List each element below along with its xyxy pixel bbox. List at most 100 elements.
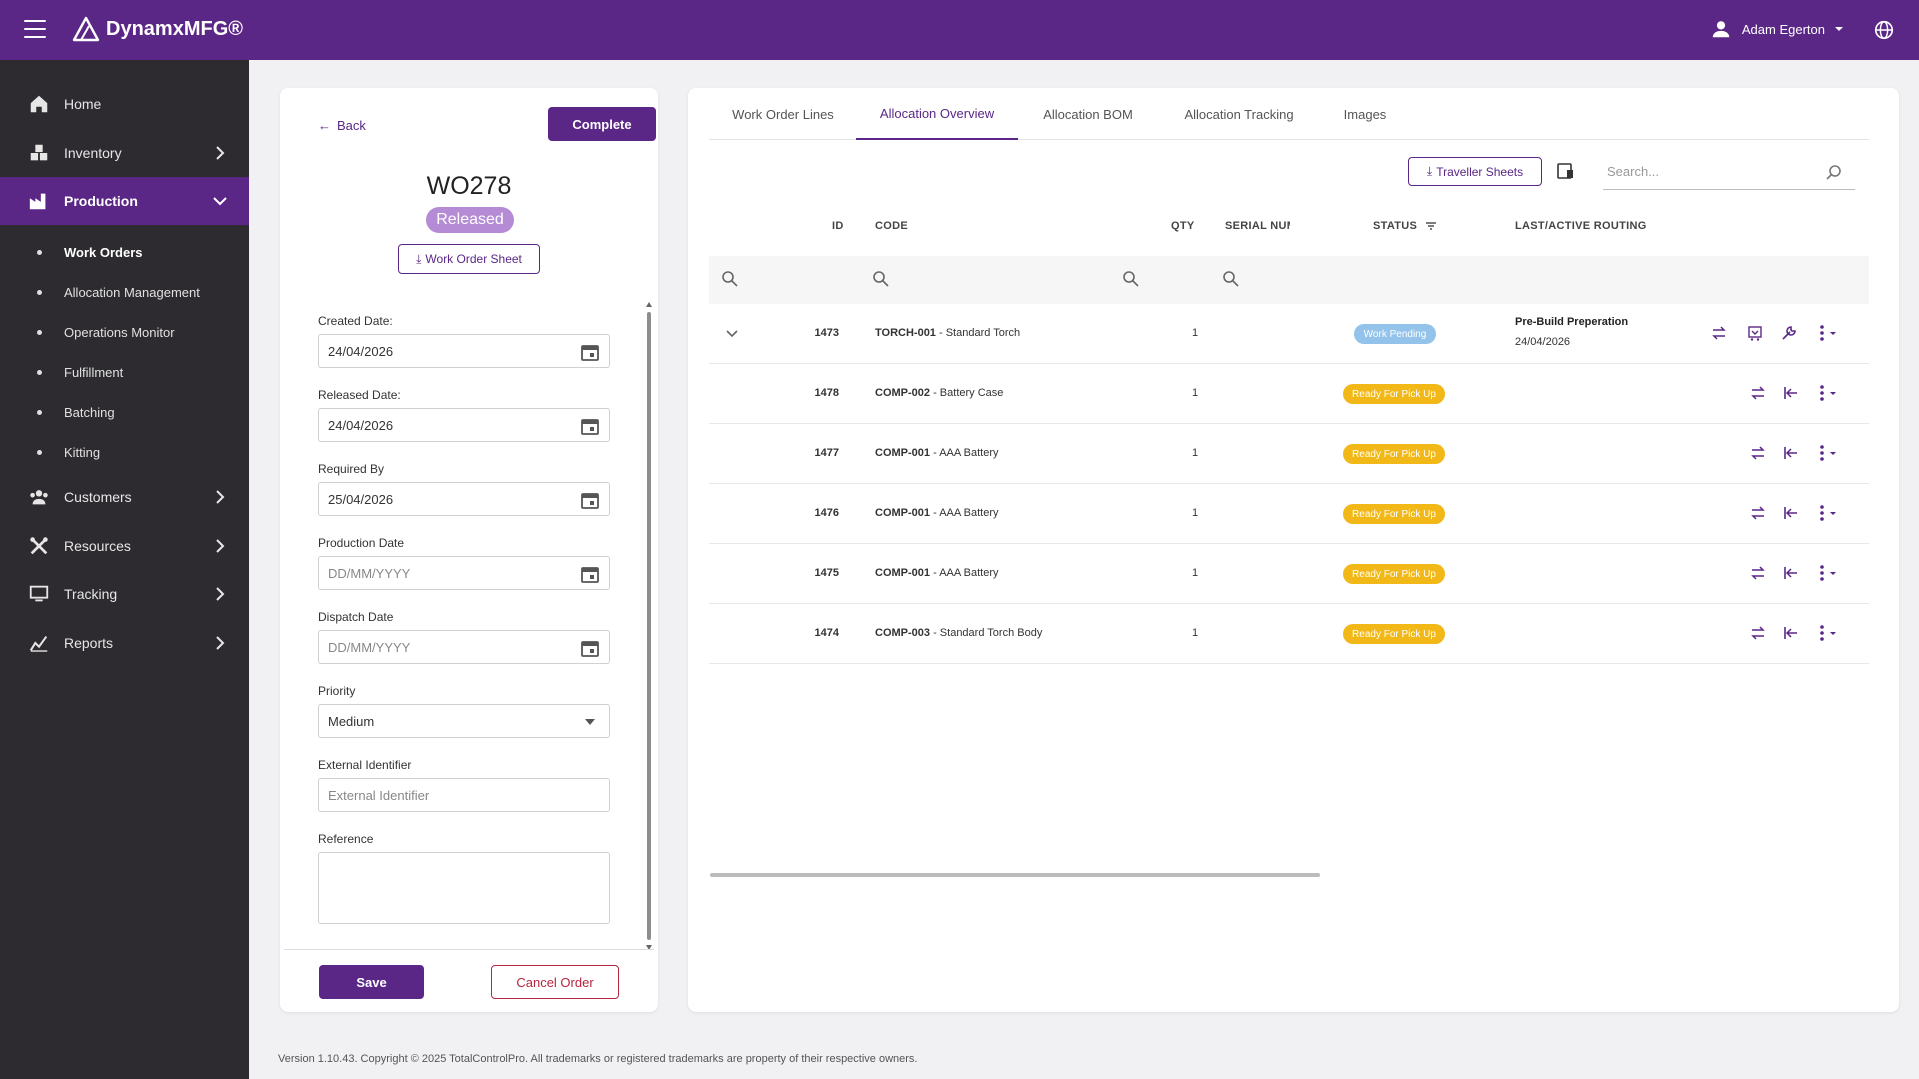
calendar-icon[interactable] bbox=[580, 342, 600, 362]
sidebar: Home Inventory Production Work Orders Al… bbox=[0, 60, 249, 1079]
tab-work-order-lines[interactable]: Work Order Lines bbox=[732, 106, 834, 122]
column-header-serial-num[interactable]: SERIAL NUM bbox=[1225, 220, 1290, 232]
sidebar-subitem-batching[interactable]: Batching bbox=[0, 392, 249, 432]
sidebar-item-reports[interactable]: Reports bbox=[0, 619, 249, 667]
row-id: 1473 bbox=[814, 327, 839, 339]
external-identifier-input[interactable]: External Identifier bbox=[318, 778, 610, 812]
more-vertical-icon[interactable] bbox=[1813, 624, 1831, 642]
table-row[interactable]: 1478 COMP-002 - Battery Case 1 Ready For… bbox=[709, 364, 1869, 424]
column-header-status[interactable]: STATUS bbox=[1373, 220, 1437, 232]
inventory-icon bbox=[30, 144, 48, 161]
sidebar-item-inventory[interactable]: Inventory bbox=[0, 129, 249, 177]
return-icon[interactable] bbox=[1782, 624, 1800, 642]
sidebar-item-production[interactable]: Production bbox=[0, 177, 249, 225]
swap-icon[interactable] bbox=[1710, 324, 1728, 342]
cancel-order-button[interactable]: Cancel Order bbox=[491, 965, 619, 999]
required-by-field[interactable]: 25/04/2026 bbox=[318, 482, 610, 516]
calendar-icon[interactable] bbox=[580, 490, 600, 510]
caret-down-icon[interactable] bbox=[1827, 564, 1839, 582]
back-link[interactable]: ← Back bbox=[318, 118, 366, 133]
scroll-down-icon[interactable] bbox=[646, 945, 652, 950]
tab-allocation-overview[interactable]: Allocation Overview bbox=[856, 88, 1018, 140]
cart-icon[interactable] bbox=[1746, 324, 1764, 342]
form-scrollbar[interactable] bbox=[646, 302, 652, 950]
priority-select[interactable]: Medium bbox=[318, 704, 610, 738]
search-icon[interactable] bbox=[872, 270, 890, 288]
home-icon bbox=[30, 95, 48, 113]
swap-icon[interactable] bbox=[1749, 564, 1767, 582]
complete-button[interactable]: Complete bbox=[548, 107, 656, 141]
table-row[interactable]: 1476 COMP-001 - AAA Battery 1 Ready For … bbox=[709, 484, 1869, 544]
swap-icon[interactable] bbox=[1749, 624, 1767, 642]
search-icon[interactable] bbox=[1222, 270, 1240, 288]
more-vertical-icon[interactable] bbox=[1813, 564, 1831, 582]
globe-icon[interactable] bbox=[1873, 19, 1895, 41]
sidebar-subitem-work-orders[interactable]: Work Orders bbox=[0, 232, 249, 272]
sidebar-item-resources[interactable]: Resources bbox=[0, 522, 249, 570]
tab-images[interactable]: Images bbox=[1343, 106, 1387, 122]
table-row[interactable]: 1473 TORCH-001 - Standard Torch 1 Work P… bbox=[709, 304, 1869, 364]
work-order-sheet-label: Work Order Sheet bbox=[425, 252, 522, 266]
search-icon[interactable] bbox=[721, 270, 739, 288]
created-date-field[interactable]: 24/04/2026 bbox=[318, 334, 610, 368]
table-row[interactable]: 1477 COMP-001 - AAA Battery 1 Ready For … bbox=[709, 424, 1869, 484]
sidebar-subitem-allocation-management[interactable]: Allocation Management bbox=[0, 272, 249, 312]
caret-down-icon[interactable] bbox=[1827, 324, 1839, 342]
sidebar-subitem-label: Fulfillment bbox=[64, 364, 124, 380]
tab-allocation-tracking[interactable]: Allocation Tracking bbox=[1184, 106, 1294, 122]
sidebar-item-label: Production bbox=[64, 193, 138, 209]
search-input[interactable]: Search... bbox=[1603, 154, 1855, 190]
scrollbar-thumb[interactable] bbox=[647, 312, 651, 940]
return-icon[interactable] bbox=[1782, 384, 1800, 402]
sidebar-item-customers[interactable]: Customers bbox=[0, 473, 249, 521]
app-logo[interactable]: DynamxMFG® bbox=[72, 16, 243, 42]
production-date-field[interactable]: DD/MM/YYYY bbox=[318, 556, 610, 590]
return-icon[interactable] bbox=[1782, 504, 1800, 522]
sidebar-subitem-operations-monitor[interactable]: Operations Monitor bbox=[0, 312, 249, 352]
swap-icon[interactable] bbox=[1749, 384, 1767, 402]
search-icon[interactable] bbox=[1825, 164, 1843, 182]
swap-icon[interactable] bbox=[1749, 504, 1767, 522]
save-button[interactable]: Save bbox=[319, 965, 424, 999]
table-row[interactable]: 1474 COMP-003 - Standard Torch Body 1 Re… bbox=[709, 604, 1869, 664]
chevron-down-icon[interactable] bbox=[723, 324, 741, 342]
caret-down-icon[interactable] bbox=[1827, 444, 1839, 462]
sidebar-item-tracking[interactable]: Tracking bbox=[0, 570, 249, 618]
calendar-icon[interactable] bbox=[580, 638, 600, 658]
traveller-sheets-button[interactable]: ⤓ Traveller Sheets bbox=[1408, 157, 1542, 186]
work-order-sheet-button[interactable]: ⤓ Work Order Sheet bbox=[398, 244, 540, 274]
reference-textarea[interactable] bbox=[318, 852, 610, 924]
caret-down-icon[interactable] bbox=[1827, 624, 1839, 642]
column-header-id[interactable]: ID bbox=[832, 220, 844, 232]
more-vertical-icon[interactable] bbox=[1813, 444, 1831, 462]
more-vertical-icon[interactable] bbox=[1813, 324, 1831, 342]
menu-icon[interactable] bbox=[24, 20, 46, 38]
column-header-qty[interactable]: QTY bbox=[1171, 220, 1195, 232]
caret-down-icon[interactable] bbox=[1827, 384, 1839, 402]
calendar-icon[interactable] bbox=[580, 416, 600, 436]
column-header-code[interactable]: CODE bbox=[875, 220, 908, 232]
dispatch-date-field[interactable]: DD/MM/YYYY bbox=[318, 630, 610, 664]
swap-icon[interactable] bbox=[1749, 444, 1767, 462]
horizontal-scrollbar[interactable] bbox=[710, 873, 1320, 877]
wrench-icon[interactable] bbox=[1780, 324, 1798, 342]
column-header-routing[interactable]: LAST/ACTIVE ROUTING bbox=[1515, 220, 1647, 232]
sidebar-item-home[interactable]: Home bbox=[0, 80, 249, 128]
table-row[interactable]: 1475 COMP-001 - AAA Battery 1 Ready For … bbox=[709, 544, 1869, 604]
more-vertical-icon[interactable] bbox=[1813, 384, 1831, 402]
caret-down-icon[interactable] bbox=[1827, 504, 1839, 522]
user-icon bbox=[1712, 21, 1730, 38]
calendar-icon[interactable] bbox=[580, 564, 600, 584]
sidebar-subitem-kitting[interactable]: Kitting bbox=[0, 432, 249, 472]
released-date-field[interactable]: 24/04/2026 bbox=[318, 408, 610, 442]
column-settings-icon[interactable] bbox=[1556, 161, 1576, 181]
sidebar-subitem-fulfillment[interactable]: Fulfillment bbox=[0, 352, 249, 392]
tab-allocation-bom[interactable]: Allocation BOM bbox=[1043, 106, 1133, 122]
return-icon[interactable] bbox=[1782, 444, 1800, 462]
search-icon[interactable] bbox=[1122, 270, 1140, 288]
user-menu[interactable]: Adam Egerton bbox=[1710, 18, 1843, 40]
more-vertical-icon[interactable] bbox=[1813, 504, 1831, 522]
filter-icon[interactable] bbox=[1425, 221, 1437, 231]
scroll-up-icon[interactable] bbox=[646, 302, 652, 307]
return-icon[interactable] bbox=[1782, 564, 1800, 582]
